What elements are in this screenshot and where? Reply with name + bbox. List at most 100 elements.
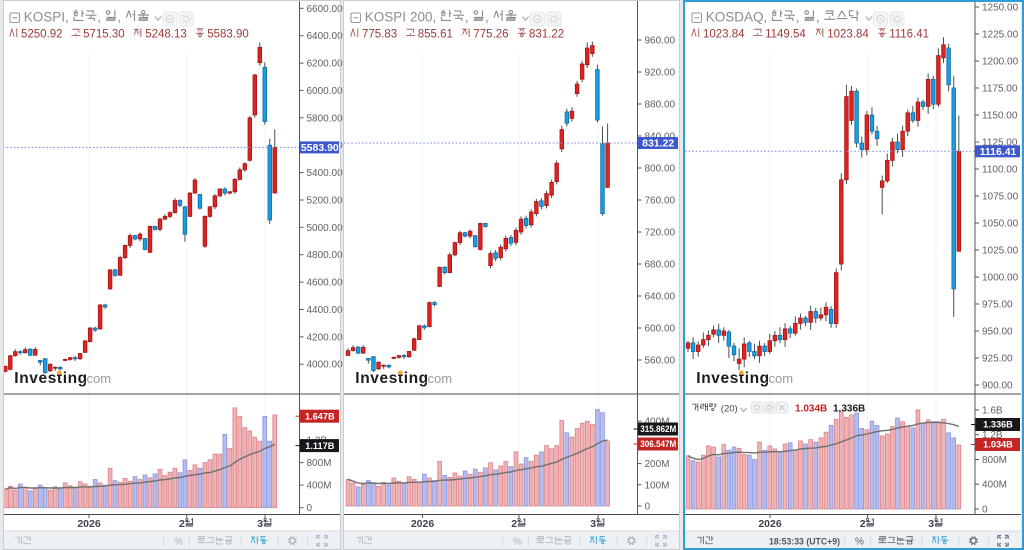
svg-text:1.2B: 1.2B	[982, 430, 1003, 441]
svg-text:1075.00: 1075.00	[982, 192, 1019, 203]
svg-text:1100.00: 1100.00	[982, 165, 1018, 176]
svg-text:3: 3	[928, 518, 934, 530]
svg-text:(20): (20)	[721, 404, 738, 415]
svg-text:720.00: 720.00	[645, 228, 676, 239]
svg-text:775.26: 775.26	[473, 29, 508, 41]
svg-text:Investing: Investing	[355, 370, 428, 387]
svg-text:5248.13: 5248.13	[145, 29, 187, 41]
svg-text:5715.30: 5715.30	[83, 29, 125, 41]
svg-text:1149.54: 1149.54	[765, 29, 806, 41]
svg-text:KOSPI: KOSPI	[365, 10, 406, 25]
svg-text:831.22: 831.22	[642, 138, 674, 150]
svg-text:5583.90: 5583.90	[301, 142, 339, 154]
svg-text:1250.00: 1250.00	[982, 3, 1019, 14]
svg-text:2026: 2026	[77, 518, 101, 530]
svg-text:5583.90: 5583.90	[207, 29, 249, 41]
svg-text:680.00: 680.00	[645, 260, 676, 271]
svg-text:1000.00: 1000.00	[982, 273, 1019, 284]
svg-text:1175.00: 1175.00	[982, 84, 1018, 95]
svg-text:6400.00: 6400.00	[307, 31, 344, 42]
svg-text:600.00: 600.00	[645, 324, 676, 335]
svg-text:760.00: 760.00	[645, 196, 676, 207]
svg-text:855.61: 855.61	[418, 29, 453, 41]
svg-text:.com: .com	[83, 371, 111, 386]
svg-text:900.00: 900.00	[982, 381, 1013, 392]
svg-text:6200.00: 6200.00	[307, 59, 344, 70]
svg-text:925.00: 925.00	[982, 354, 1013, 365]
svg-text:800.00: 800.00	[645, 164, 676, 175]
svg-text:315.862M: 315.862M	[640, 424, 676, 434]
svg-text:Investing: Investing	[14, 370, 87, 387]
svg-text:0: 0	[982, 505, 988, 516]
svg-text:400M: 400M	[645, 417, 670, 428]
svg-text:3: 3	[257, 518, 263, 530]
svg-text:306.547M: 306.547M	[640, 439, 676, 449]
svg-text:920.00: 920.00	[645, 68, 676, 79]
svg-text:1.034B: 1.034B	[983, 440, 1013, 450]
svg-text:560.00: 560.00	[645, 356, 676, 367]
svg-text:,: ,	[97, 10, 101, 25]
svg-text:640.00: 640.00	[645, 292, 676, 303]
svg-text:4200.00: 4200.00	[307, 332, 344, 343]
svg-text:KOSDAQ,: KOSDAQ,	[706, 10, 768, 25]
svg-text:800M: 800M	[982, 455, 1007, 466]
svg-text:1200.00: 1200.00	[982, 57, 1019, 68]
svg-text:5000.00: 5000.00	[307, 223, 344, 234]
svg-text:1050.00: 1050.00	[982, 219, 1019, 230]
svg-text:1023.84: 1023.84	[827, 29, 869, 41]
svg-text:,: ,	[816, 10, 820, 25]
svg-text:1.336B: 1.336B	[983, 420, 1013, 430]
svg-text:1023.84: 1023.84	[703, 29, 745, 41]
svg-text:831.22: 831.22	[529, 29, 564, 41]
svg-text:1225.00: 1225.00	[982, 30, 1019, 41]
svg-text:,: ,	[117, 10, 121, 25]
svg-text:,: ,	[796, 10, 800, 25]
svg-text:1116.41: 1116.41	[980, 146, 1017, 158]
svg-text:.com: .com	[765, 371, 793, 386]
svg-text:6600.00: 6600.00	[307, 4, 344, 15]
svg-text:Investing: Investing	[696, 370, 769, 387]
svg-text:4600.00: 4600.00	[307, 278, 344, 289]
svg-text:4000.00: 4000.00	[307, 360, 344, 371]
svg-text:4800.00: 4800.00	[307, 250, 344, 261]
svg-text:880.00: 880.00	[645, 100, 676, 111]
svg-text:1116.41: 1116.41	[889, 29, 929, 41]
svg-text:%: %	[174, 537, 183, 548]
svg-text:5800.00: 5800.00	[307, 113, 344, 124]
svg-text:2026: 2026	[758, 518, 782, 530]
svg-text:1.336B: 1.336B	[833, 404, 865, 415]
svg-text:1.647B: 1.647B	[305, 411, 335, 421]
svg-text:5200.00: 5200.00	[307, 196, 344, 207]
svg-text:18:53:33 (UTC+9): 18:53:33 (UTC+9)	[769, 537, 840, 548]
svg-text:3: 3	[590, 518, 596, 530]
svg-text:%: %	[855, 537, 864, 548]
svg-text:2: 2	[860, 518, 866, 530]
svg-text:960.00: 960.00	[645, 36, 676, 47]
svg-text:KOSPI,: KOSPI,	[24, 10, 69, 25]
svg-text:1.6B: 1.6B	[982, 406, 1003, 417]
svg-text:200M: 200M	[645, 459, 670, 470]
svg-text:975.00: 975.00	[982, 300, 1013, 311]
svg-text:200,: 200,	[410, 10, 436, 25]
svg-text:1.034B: 1.034B	[795, 404, 827, 415]
svg-text:1.117B: 1.117B	[305, 441, 334, 451]
svg-text:1125.00: 1125.00	[982, 138, 1018, 149]
svg-text:4400.00: 4400.00	[307, 305, 344, 316]
svg-text:0: 0	[307, 503, 313, 514]
svg-text:.com: .com	[424, 371, 452, 386]
svg-text:5400.00: 5400.00	[307, 168, 344, 179]
svg-text:400M: 400M	[982, 480, 1007, 491]
svg-text:2: 2	[179, 518, 185, 530]
svg-text:800M: 800M	[307, 458, 332, 469]
svg-text:1025.00: 1025.00	[982, 246, 1019, 257]
svg-text:6000.00: 6000.00	[307, 86, 344, 97]
svg-text:,: ,	[465, 10, 469, 25]
svg-text:2: 2	[511, 518, 517, 530]
svg-text:400M: 400M	[307, 481, 332, 492]
svg-text:2026: 2026	[411, 518, 435, 530]
svg-text:950.00: 950.00	[982, 327, 1013, 338]
svg-text:%: %	[513, 537, 522, 548]
svg-text:0: 0	[645, 502, 651, 513]
svg-text:1150.00: 1150.00	[982, 111, 1018, 122]
svg-text:100M: 100M	[645, 480, 670, 491]
